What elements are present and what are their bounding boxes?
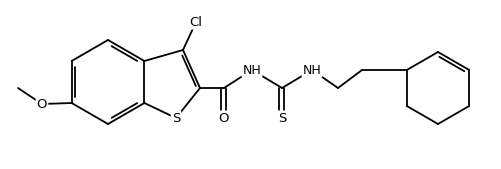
Text: NH: NH: [303, 64, 321, 77]
Text: S: S: [172, 112, 180, 125]
Text: O: O: [37, 98, 47, 111]
Text: O: O: [219, 112, 229, 125]
Text: Cl: Cl: [189, 16, 202, 29]
Text: NH: NH: [242, 64, 262, 77]
Text: S: S: [278, 112, 286, 125]
